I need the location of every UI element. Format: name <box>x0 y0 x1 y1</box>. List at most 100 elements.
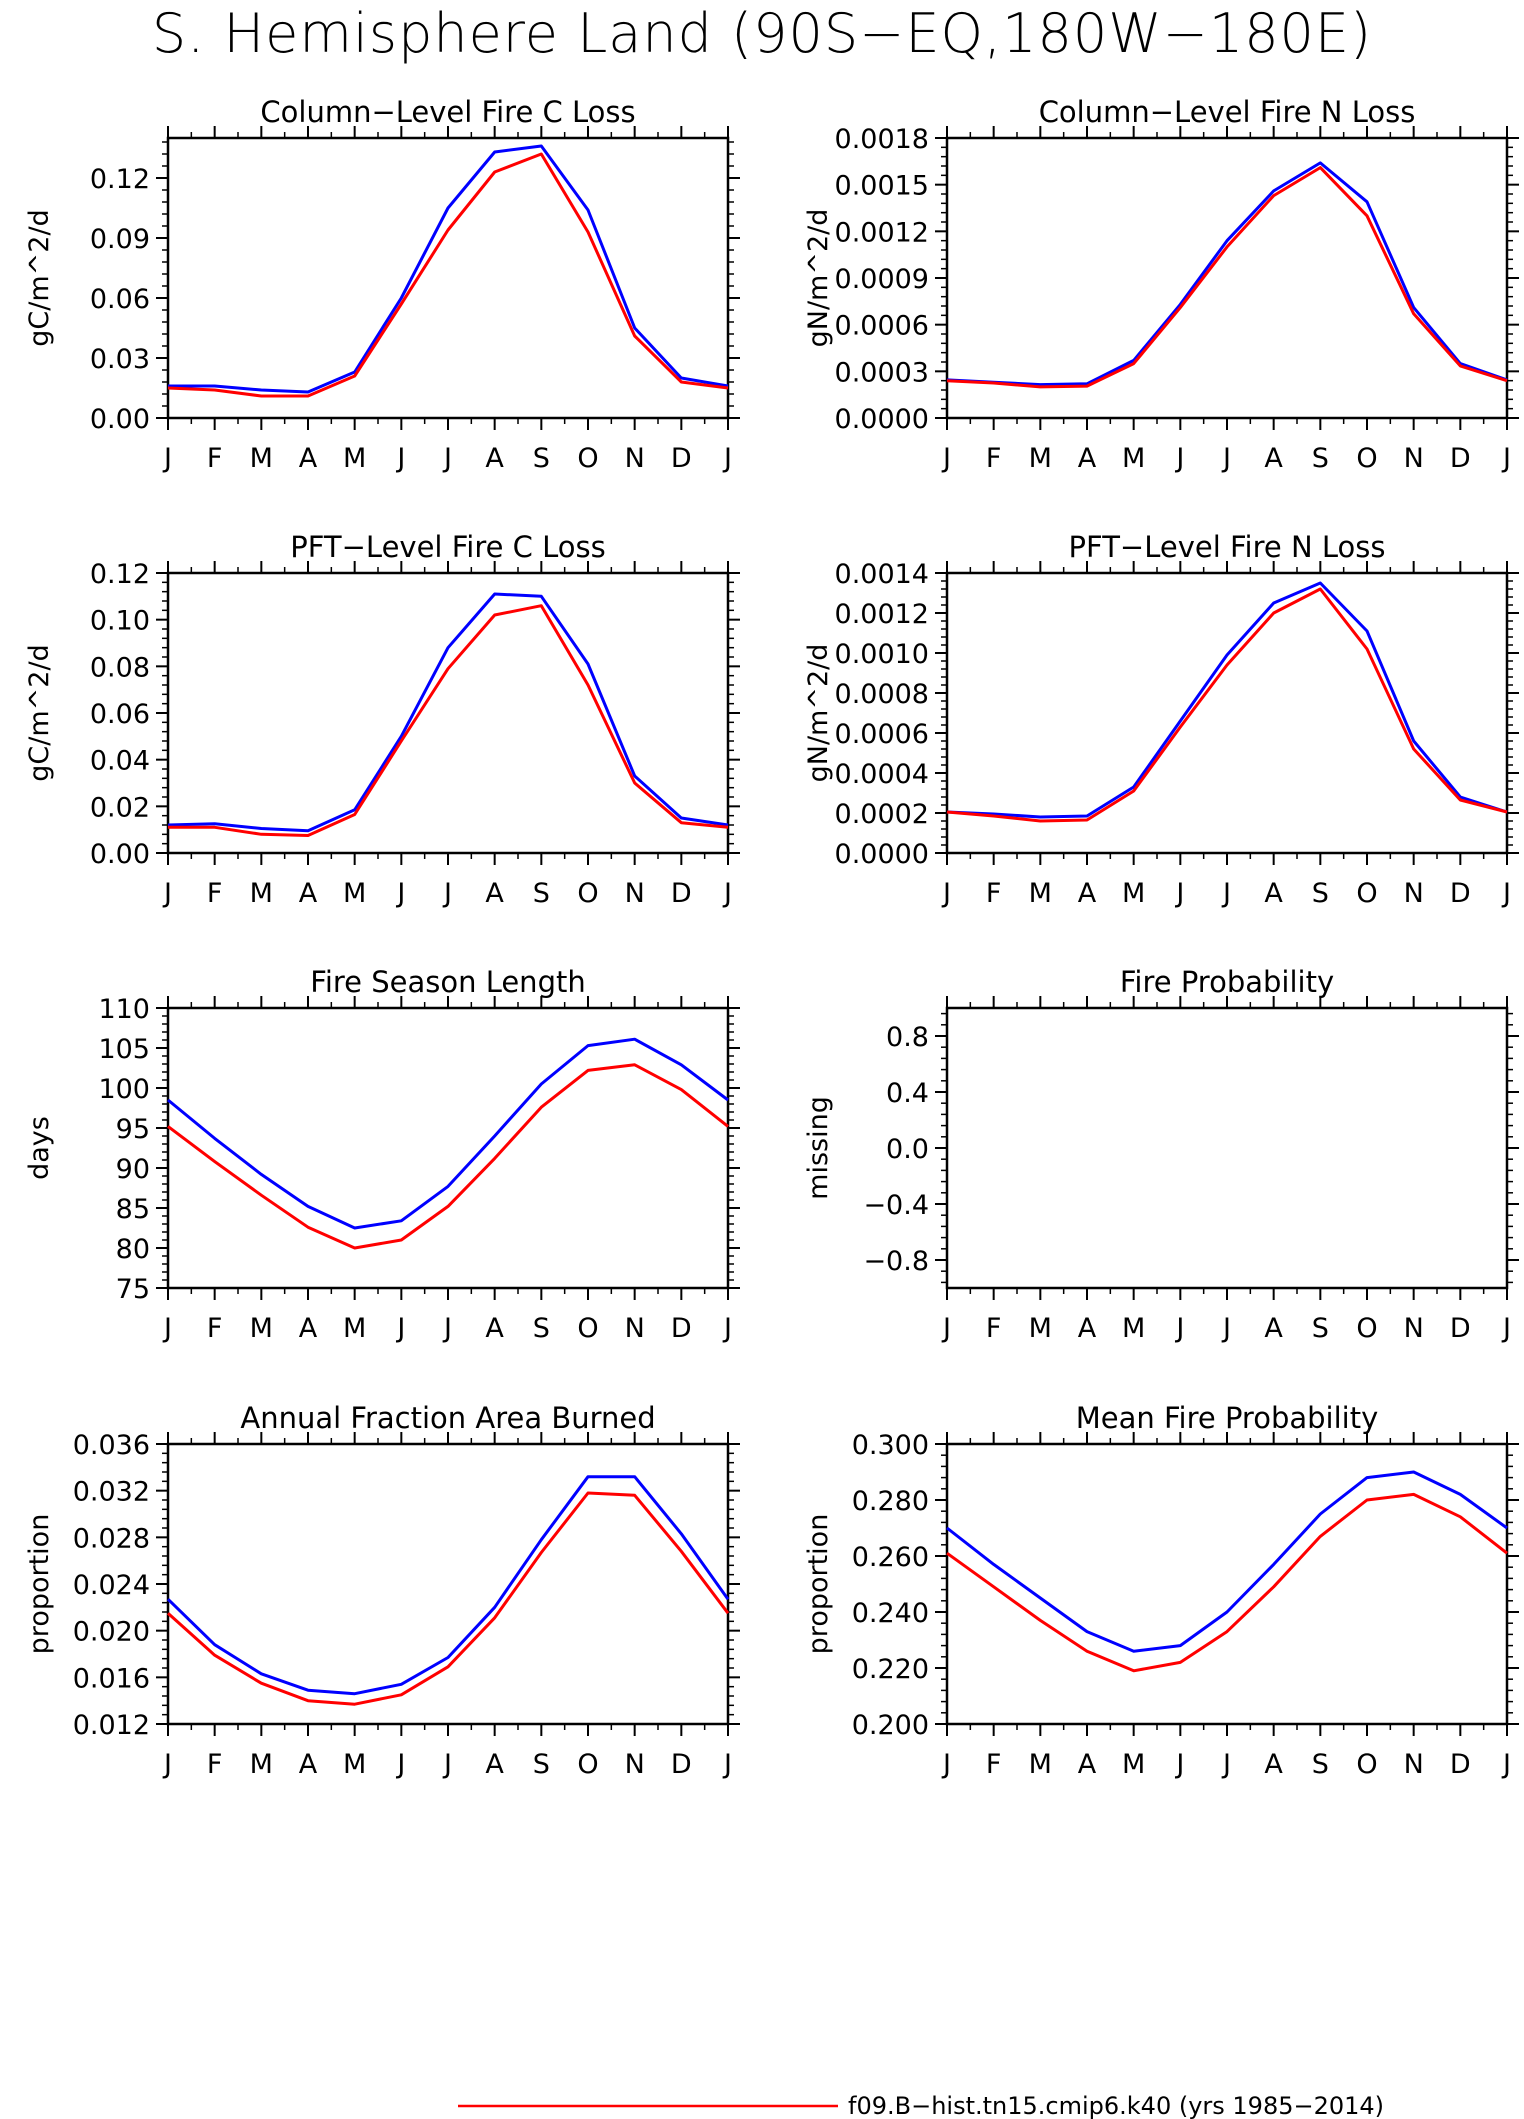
x-tick-label: M <box>1029 1313 1052 1344</box>
y-tick-label: 0.028 <box>73 1523 150 1554</box>
series-line-2 <box>168 604 729 837</box>
y-axis-label: proportion <box>24 1514 55 1655</box>
panel-title: Column−Level Fire C Loss <box>260 95 635 129</box>
x-tick-label: O <box>1356 878 1377 909</box>
series-line-2 <box>167 152 729 398</box>
x-tick-label: J <box>722 878 732 909</box>
y-axis-label: proportion <box>803 1514 834 1655</box>
y-tick-label: 0.00 <box>90 404 150 435</box>
y-tick-label: 110 <box>98 994 150 1025</box>
x-tick-label: J <box>442 443 452 474</box>
x-tick-label: J <box>1174 878 1184 909</box>
x-tick-label: S <box>1312 1749 1329 1780</box>
y-tick-label: 0.08 <box>90 652 150 683</box>
y-tick-label: 0.00 <box>90 839 150 870</box>
x-tick-label: J <box>442 1313 452 1344</box>
x-tick-label: J <box>1174 443 1184 474</box>
x-tick-label: F <box>986 1749 1002 1780</box>
y-tick-label: 85 <box>116 1194 150 1225</box>
x-tick-label: N <box>1404 443 1424 474</box>
y-tick-label: 100 <box>98 1074 150 1105</box>
y-tick-label: 0.0002 <box>835 799 929 830</box>
x-tick-label: S <box>533 1749 550 1780</box>
x-tick-label: M <box>1029 878 1052 909</box>
series-line-1 <box>168 144 729 394</box>
y-tick-label: 75 <box>116 1274 150 1305</box>
x-tick-label: J <box>162 443 172 474</box>
y-tick-label: 0.09 <box>90 224 150 255</box>
x-tick-label: O <box>577 443 598 474</box>
x-tick-label: A <box>1264 443 1283 474</box>
x-tick-label: J <box>395 443 405 474</box>
x-tick-label: M <box>343 1749 366 1780</box>
x-tick-label: J <box>162 1313 172 1344</box>
y-tick-label: 0.03 <box>90 344 150 375</box>
series-line-2 <box>946 587 1508 823</box>
y-tick-label: 0.0009 <box>835 264 929 295</box>
y-tick-label: 0.0000 <box>835 404 929 435</box>
x-tick-label: S <box>533 443 550 474</box>
series-line-2 <box>946 166 1508 389</box>
y-tick-label: 0.024 <box>73 1570 150 1601</box>
x-tick-label: N <box>1404 878 1424 909</box>
x-tick-label: F <box>986 443 1002 474</box>
x-tick-label: M <box>1122 1749 1145 1780</box>
x-tick-label: S <box>1312 878 1329 909</box>
x-tick-label: J <box>395 1749 405 1780</box>
x-tick-label: J <box>442 1749 452 1780</box>
y-axis-label: gN/m^2/d <box>803 209 834 348</box>
y-tick-label: 0.0018 <box>835 124 929 155</box>
x-tick-label: S <box>1312 1313 1329 1344</box>
y-tick-label: 0.0012 <box>835 599 929 630</box>
series-line-1 <box>946 581 1508 819</box>
y-tick-label: 0.10 <box>90 606 150 637</box>
x-tick-label: J <box>162 878 172 909</box>
x-tick-label: N <box>1404 1749 1424 1780</box>
y-tick-label: 0.240 <box>852 1598 929 1629</box>
series-line-2 <box>946 1492 1508 1673</box>
x-tick-label: S <box>533 1313 550 1344</box>
x-tick-label: J <box>1501 443 1511 474</box>
x-tick-label: J <box>1221 1749 1231 1780</box>
x-tick-label: J <box>395 878 405 909</box>
x-tick-label: N <box>625 878 645 909</box>
panel-title: Mean Fire Probability <box>1076 1401 1379 1435</box>
x-tick-label: F <box>207 1313 223 1344</box>
y-tick-label: 0.220 <box>852 1654 929 1685</box>
x-tick-label: M <box>343 878 366 909</box>
y-tick-label: −0.4 <box>863 1190 929 1221</box>
y-tick-label: 0.06 <box>90 284 150 315</box>
x-tick-label: O <box>1356 443 1377 474</box>
panel-title: PFT−Level Fire N Loss <box>1069 530 1386 564</box>
x-tick-label: M <box>250 1749 273 1780</box>
figure-title: S. Hemisphere Land (90S−EQ,180W−180E) <box>152 2 1372 65</box>
x-tick-label: A <box>1078 878 1097 909</box>
panel-title: PFT−Level Fire C Loss <box>290 530 606 564</box>
panel-title: Fire Season Length <box>310 965 585 999</box>
x-tick-label: N <box>625 1313 645 1344</box>
y-tick-label: 0.012 <box>73 1710 150 1741</box>
series-line-1 <box>166 1475 730 1696</box>
x-tick-label: J <box>941 1313 951 1344</box>
y-tick-label: −0.8 <box>863 1246 929 1277</box>
x-tick-label: M <box>343 1313 366 1344</box>
x-tick-label: J <box>1221 1313 1231 1344</box>
x-tick-label: M <box>1122 443 1145 474</box>
x-tick-label: A <box>485 443 504 474</box>
plot-frame <box>945 1442 1509 1726</box>
y-tick-label: 0.0 <box>886 1134 929 1165</box>
legend: f09.B−hist.tn15.cmip6.k40 (yrs 1985−2014… <box>458 2092 1384 2119</box>
plot-frame <box>166 1006 730 1290</box>
x-tick-label: A <box>485 1749 504 1780</box>
y-tick-label: 0.032 <box>73 1477 150 1508</box>
x-tick-label: A <box>1078 1313 1097 1344</box>
y-tick-label: 0.016 <box>73 1663 150 1694</box>
x-tick-label: J <box>941 878 951 909</box>
y-tick-label: 0.0000 <box>835 839 929 870</box>
